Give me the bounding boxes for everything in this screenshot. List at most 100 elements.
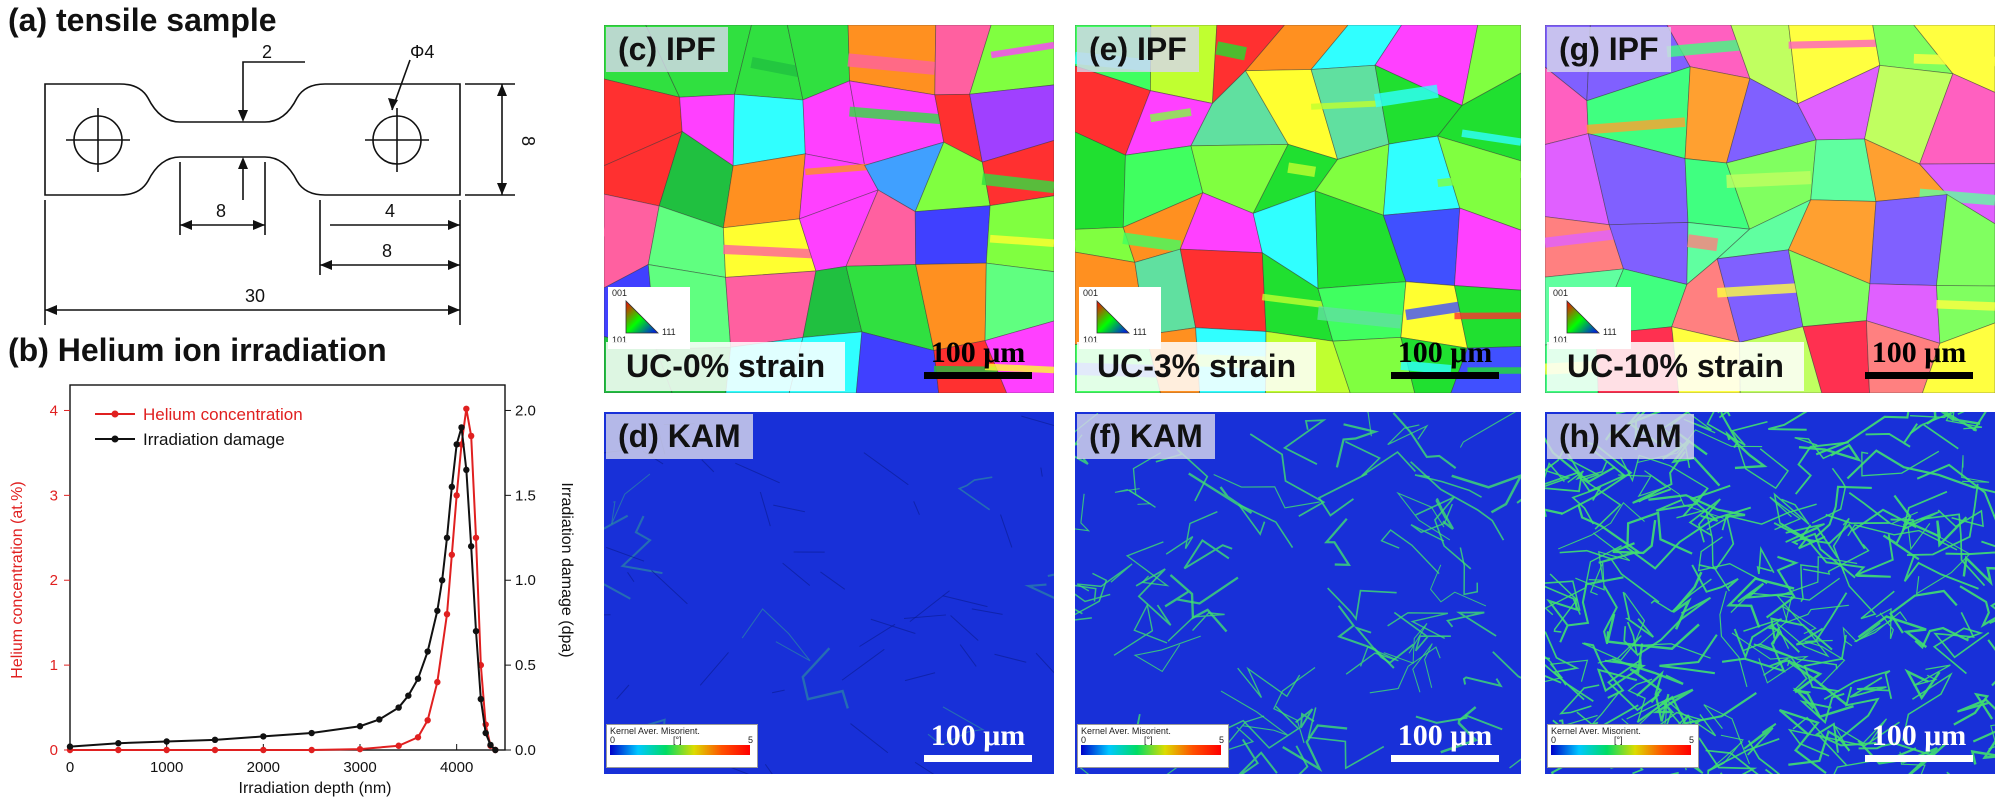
x-tick-label: 3000 — [343, 759, 376, 776]
data-point — [211, 746, 219, 754]
x-tick-label: 1000 — [150, 759, 183, 776]
map-texture — [1545, 25, 1995, 393]
data-point — [414, 734, 422, 741]
data-point — [356, 745, 364, 753]
data-point — [308, 746, 315, 754]
data-point — [458, 424, 465, 431]
kam-key-min: 0 — [610, 735, 616, 745]
y2-tick-label: 2.0 — [515, 402, 536, 419]
kam-key-min: 0 — [1551, 735, 1557, 745]
kam-map-0: (d) KAM Kernel Aver. Misorient. 0 [°] 5 100 μ… — [604, 412, 1054, 774]
y2-tick-label: 0.5 — [515, 657, 536, 674]
y-tick-label: 4 — [50, 402, 58, 419]
data-point — [463, 405, 470, 412]
data-point — [395, 742, 402, 749]
data-point — [163, 746, 170, 754]
panel-b-title: (b) Helium ion irradiation — [8, 332, 387, 368]
dim-height: 8 — [518, 136, 538, 146]
irradiation-chart: 0 1000 2000 3000 4000 0 1 2 3 4 0.0 0.5 1.0 1.5 2.0 He… — [9, 384, 575, 797]
dim-hole: Φ4 — [410, 42, 434, 62]
kam-key-unit: [°] — [1144, 735, 1153, 745]
dim-total: 30 — [245, 286, 265, 306]
strain-label: UC-10% strain — [1547, 342, 1804, 391]
ipf-key-top: 001 — [612, 288, 628, 298]
map-label: (h) KAM — [1547, 414, 1694, 459]
ipf-key-left: 101 — [1083, 335, 1099, 345]
ipf-map-2: (g) IPF 001 101 111 UC-10% strain 100 μm — [1545, 25, 1995, 393]
dim-grip-length: 8 — [382, 241, 392, 261]
data-point — [260, 746, 267, 754]
y-tick-label: 3 — [50, 487, 58, 504]
ipf-key-right: 111 — [662, 327, 676, 337]
data-point — [211, 736, 219, 744]
kam-gradient — [610, 745, 750, 755]
data-point — [308, 729, 315, 737]
data-point — [424, 648, 431, 655]
kam-key-max: 5 — [747, 735, 753, 745]
ipf-key-top: 001 — [1553, 288, 1569, 298]
data-point — [482, 729, 489, 737]
kam-color-key: Kernel Aver. Misorient. 0 [°] 5 — [1077, 724, 1229, 768]
kam-key-title: Kernel Aver. Misorient. — [1081, 726, 1171, 736]
data-point — [115, 740, 122, 747]
data-point — [472, 534, 480, 541]
data-point — [472, 627, 480, 635]
data-point — [163, 738, 170, 745]
data-point — [414, 675, 422, 682]
map-label: (e) IPF — [1077, 27, 1199, 72]
ipf-key-right: 111 — [1133, 327, 1147, 337]
y2-tick-label: 1.5 — [515, 487, 536, 504]
kam-color-key: Kernel Aver. Misorient. 0 [°] 5 — [606, 724, 758, 768]
data-point — [487, 741, 494, 749]
scale-bar-label: 100 μm — [930, 336, 1026, 369]
dim-gauge: 8 — [216, 201, 226, 221]
ipf-color-key: 001 101 111 — [1549, 287, 1631, 349]
ipf-key-left: 101 — [612, 335, 628, 345]
legend-damage: Irradiation damage — [143, 430, 285, 449]
data-point — [463, 466, 470, 474]
data-point — [467, 432, 475, 440]
y2-axis-label: Irradiation damage (dpa) — [558, 482, 575, 657]
scale-bar-line — [1391, 755, 1499, 762]
data-point — [66, 743, 74, 750]
y2-tick-label: 0.0 — [515, 742, 536, 759]
strain-label: UC-0% strain — [606, 342, 846, 391]
panel-a-title: (a) tensile sample — [8, 2, 277, 38]
data-point — [424, 717, 431, 724]
kam-map-1: (f) KAM Kernel Aver. Misorient. 0 [°] 5 100 μ… — [1075, 412, 1521, 774]
map-label: (f) KAM — [1077, 414, 1215, 459]
y-axis-label: Helium concentration (at.%) — [9, 481, 26, 678]
x-axis-label: Irradiation depth (nm) — [239, 780, 392, 797]
data-point — [395, 704, 402, 711]
scale-bar: 100 μm — [1391, 336, 1499, 379]
scale-bar-line — [1865, 372, 1973, 379]
series-line-0 — [70, 408, 496, 751]
dim-grip-width: 4 — [385, 201, 395, 221]
data-point — [438, 577, 446, 584]
ipf-map-1: (e) IPF 001 101 111 UC-3% strain 100 μm — [1075, 25, 1521, 393]
scale-bar-label: 100 μm — [1397, 336, 1493, 369]
scale-bar-line — [1391, 372, 1499, 379]
kam-gradient — [1551, 745, 1691, 755]
scale-bar-label: 100 μm — [1397, 719, 1493, 752]
scale-bar-line — [924, 372, 1032, 379]
scale-bar-label: 100 μm — [930, 719, 1026, 752]
data-point — [260, 733, 267, 740]
ipf-key-top: 001 — [1083, 288, 1099, 298]
data-point — [467, 543, 475, 550]
data-point — [448, 551, 456, 558]
data-point — [434, 607, 441, 614]
map-label: (g) IPF — [1547, 27, 1671, 72]
kam-color-key: Kernel Aver. Misorient. 0 [°] 5 — [1547, 724, 1699, 768]
y-tick-label: 1 — [50, 657, 58, 674]
x-tick-label: 4000 — [440, 759, 473, 776]
kam-key-unit: [°] — [1614, 735, 1623, 745]
scale-bar-line — [924, 755, 1032, 762]
kam-key-unit: [°] — [673, 735, 682, 745]
map-label: (c) IPF — [606, 27, 728, 72]
y-tick-label: 0 — [50, 742, 58, 759]
scale-bar: 100 μm — [924, 719, 1032, 762]
kam-key-title: Kernel Aver. Misorient. — [610, 726, 700, 736]
y-tick-label: 2 — [50, 572, 58, 589]
data-point — [477, 695, 485, 703]
